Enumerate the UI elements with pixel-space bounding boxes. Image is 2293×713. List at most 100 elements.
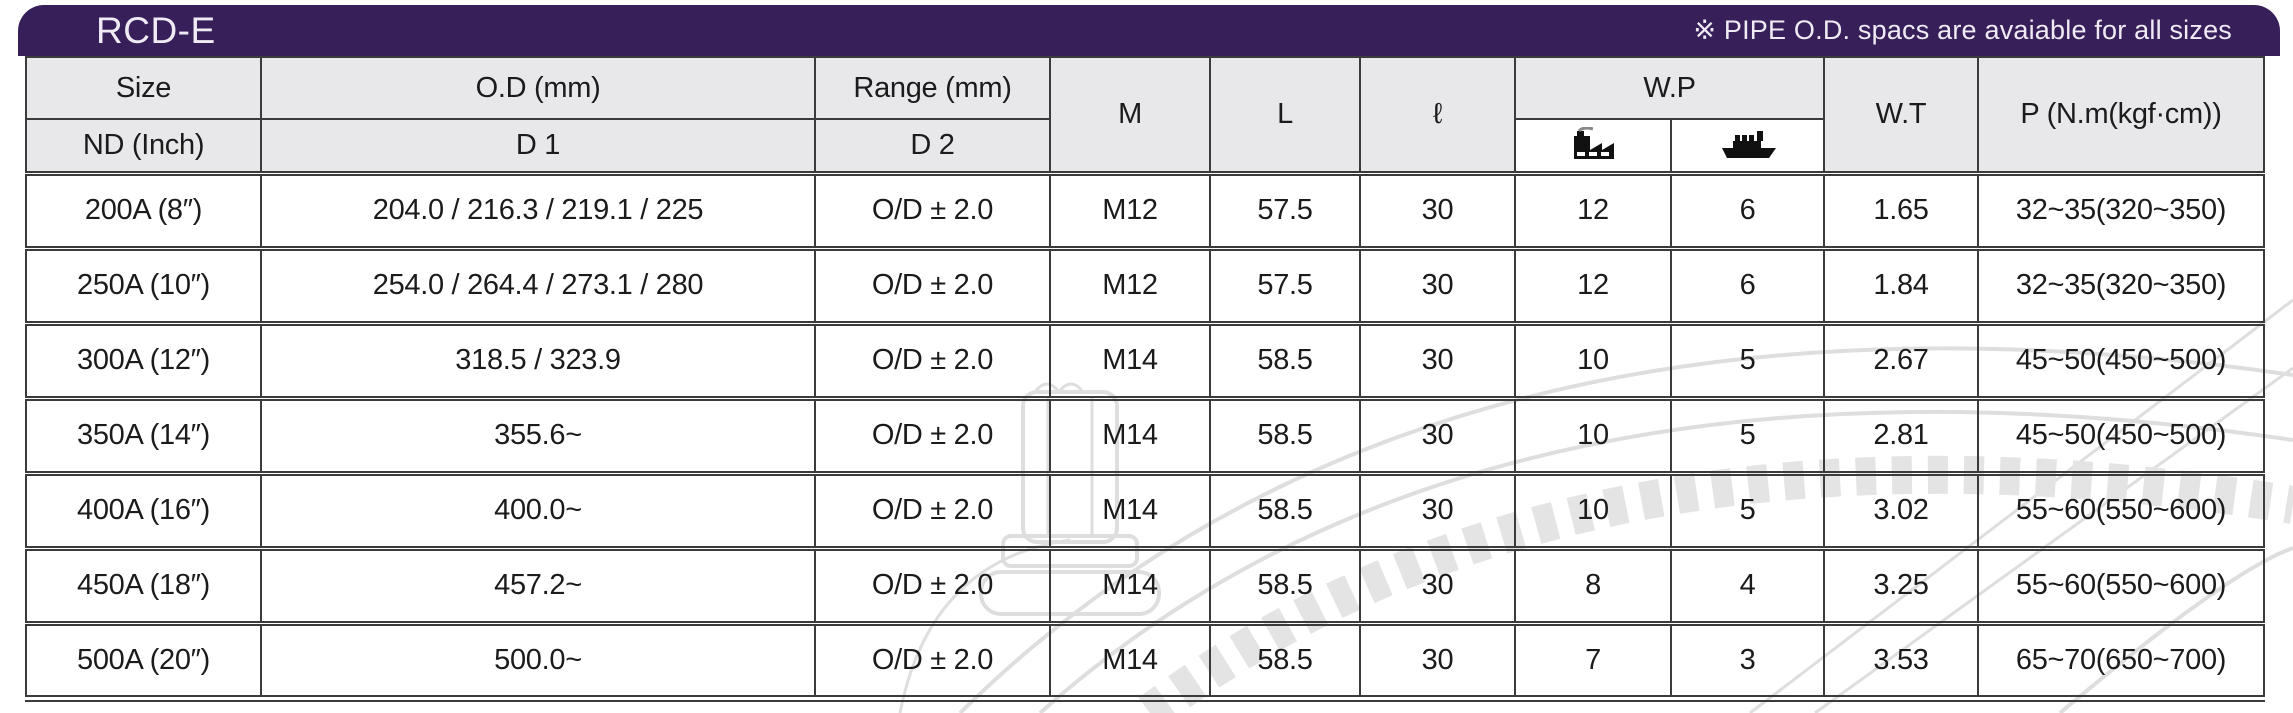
cell-ell: 30	[1359, 170, 1516, 249]
cell-m: M14	[1049, 620, 1211, 702]
series-title: RCD-E	[96, 9, 216, 51]
cell-d2: O/D ± 2.0	[814, 545, 1051, 624]
cell-wp_ship: 5	[1670, 470, 1825, 549]
table-row: 300A (12″) 318.5 / 323.9 O/D ± 2.0 M14 58.5 3…	[25, 320, 2265, 399]
col-header-d1: D 1	[260, 118, 816, 174]
cell-d1: 355.6~	[260, 395, 816, 474]
cell-d2: O/D ± 2.0	[814, 320, 1051, 399]
cell-d1: 400.0~	[260, 470, 816, 549]
cell-d1: 204.0 / 216.3 / 219.1 / 225	[260, 170, 816, 249]
cell-wp_ship: 3	[1670, 620, 1825, 702]
col-header-m: M	[1049, 56, 1211, 174]
cell-m: M14	[1049, 320, 1211, 399]
pipe-od-note: ※ PIPE O.D. spacs are avaiable for all s…	[1693, 15, 2232, 45]
col-header-wt: W.T	[1823, 56, 1979, 174]
cell-wt: 3.25	[1823, 545, 1979, 624]
cell-size: 450A (18″)	[25, 545, 262, 624]
cell-l: 57.5	[1209, 170, 1361, 249]
col-header-l: L	[1209, 56, 1361, 174]
cell-m: M14	[1049, 395, 1211, 474]
factory-icon	[1572, 127, 1614, 160]
cell-size: 350A (14″)	[25, 395, 262, 474]
cell-l: 58.5	[1209, 320, 1361, 399]
col-header-wp: W.P	[1514, 56, 1825, 120]
cell-m: M14	[1049, 470, 1211, 549]
cell-wp_ship: 6	[1670, 245, 1825, 324]
cell-p: 55~60(550~600)	[1977, 545, 2265, 624]
cell-wp_ship: 5	[1670, 395, 1825, 474]
cell-l: 57.5	[1209, 245, 1361, 324]
cell-size: 300A (12″)	[25, 320, 262, 399]
cell-wp_ship: 4	[1670, 545, 1825, 624]
cell-d1: 457.2~	[260, 545, 816, 624]
cell-m: M12	[1049, 170, 1211, 249]
cell-ell: 30	[1359, 470, 1516, 549]
cell-ell: 30	[1359, 320, 1516, 399]
cell-p: 45~50(450~500)	[1977, 395, 2265, 474]
col-header-ell: ℓ	[1359, 56, 1516, 174]
col-header-nd-inch: ND (Inch)	[25, 118, 262, 174]
cell-ell: 30	[1359, 395, 1516, 474]
cell-d1: 254.0 / 264.4 / 273.1 / 280	[260, 245, 816, 324]
cell-size: 500A (20″)	[25, 620, 262, 702]
cell-wp_factory: 10	[1514, 395, 1672, 474]
cell-wp_factory: 12	[1514, 245, 1672, 324]
cell-p: 55~60(550~600)	[1977, 470, 2265, 549]
table-row: 200A (8″) 204.0 / 216.3 / 219.1 / 225 O/D …	[25, 170, 2265, 249]
cell-d1: 318.5 / 323.9	[260, 320, 816, 399]
cell-ell: 30	[1359, 620, 1516, 702]
cell-wp_ship: 5	[1670, 320, 1825, 399]
cell-m: M12	[1049, 245, 1211, 324]
cell-size: 250A (10″)	[25, 245, 262, 324]
cell-wt: 3.02	[1823, 470, 1979, 549]
cell-wp_factory: 12	[1514, 170, 1672, 249]
cell-d2: O/D ± 2.0	[814, 395, 1051, 474]
table-body: 200A (8″) 204.0 / 216.3 / 219.1 / 225 O/D …	[25, 170, 2265, 702]
spec-table: Size O.D (mm) Range (mm) M L ℓ W.P W.T P…	[25, 56, 2265, 702]
table-row: 250A (10″) 254.0 / 264.4 / 273.1 / 280 O/D…	[25, 245, 2265, 324]
cell-wt: 3.53	[1823, 620, 1979, 702]
table-row: 400A (16″) 400.0~ O/D ± 2.0 M14 58.5 30 10 5 3.0…	[25, 470, 2265, 549]
cell-p: 32~35(320~350)	[1977, 170, 2265, 249]
series-title-bar: RCD-E ※ PIPE O.D. spacs are avaiable for…	[18, 5, 2280, 56]
cell-p: 45~50(450~500)	[1977, 320, 2265, 399]
cell-wt: 1.84	[1823, 245, 1979, 324]
col-header-d2: D 2	[814, 118, 1051, 174]
wp-factory-header	[1514, 118, 1672, 174]
cell-ell: 30	[1359, 245, 1516, 324]
cell-m: M14	[1049, 545, 1211, 624]
table-row: 500A (20″) 500.0~ O/D ± 2.0 M14 58.5 30 7 3 3.53…	[25, 620, 2265, 702]
table-header: Size O.D (mm) Range (mm) M L ℓ W.P W.T P…	[25, 56, 2265, 174]
col-header-size: Size	[25, 56, 262, 120]
cell-wp_factory: 8	[1514, 545, 1672, 624]
cell-wp_factory: 10	[1514, 470, 1672, 549]
cell-p: 32~35(320~350)	[1977, 245, 2265, 324]
ship-icon	[1721, 131, 1776, 159]
cell-l: 58.5	[1209, 620, 1361, 702]
cell-size: 400A (16″)	[25, 470, 262, 549]
cell-l: 58.5	[1209, 395, 1361, 474]
table-row: 450A (18″) 457.2~ O/D ± 2.0 M14 58.5 30 8 4 3.25…	[25, 545, 2265, 624]
cell-l: 58.5	[1209, 470, 1361, 549]
cell-wt: 1.65	[1823, 170, 1979, 249]
cell-d2: O/D ± 2.0	[814, 620, 1051, 702]
wp-ship-header	[1670, 118, 1825, 174]
col-header-od: O.D (mm)	[260, 56, 816, 120]
cell-size: 200A (8″)	[25, 170, 262, 249]
col-header-range: Range (mm)	[814, 56, 1051, 120]
cell-wp_factory: 7	[1514, 620, 1672, 702]
cell-wp_factory: 10	[1514, 320, 1672, 399]
cell-ell: 30	[1359, 545, 1516, 624]
cell-d1: 500.0~	[260, 620, 816, 702]
cell-d2: O/D ± 2.0	[814, 470, 1051, 549]
col-header-p: P (N.m(kgf·cm))	[1977, 56, 2265, 174]
table-row: 350A (14″) 355.6~ O/D ± 2.0 M14 58.5 30 10 5 2.8…	[25, 395, 2265, 474]
cell-wp_ship: 6	[1670, 170, 1825, 249]
cell-d2: O/D ± 2.0	[814, 245, 1051, 324]
cell-d2: O/D ± 2.0	[814, 170, 1051, 249]
cell-wt: 2.81	[1823, 395, 1979, 474]
cell-p: 65~70(650~700)	[1977, 620, 2265, 702]
cell-l: 58.5	[1209, 545, 1361, 624]
cell-wt: 2.67	[1823, 320, 1979, 399]
